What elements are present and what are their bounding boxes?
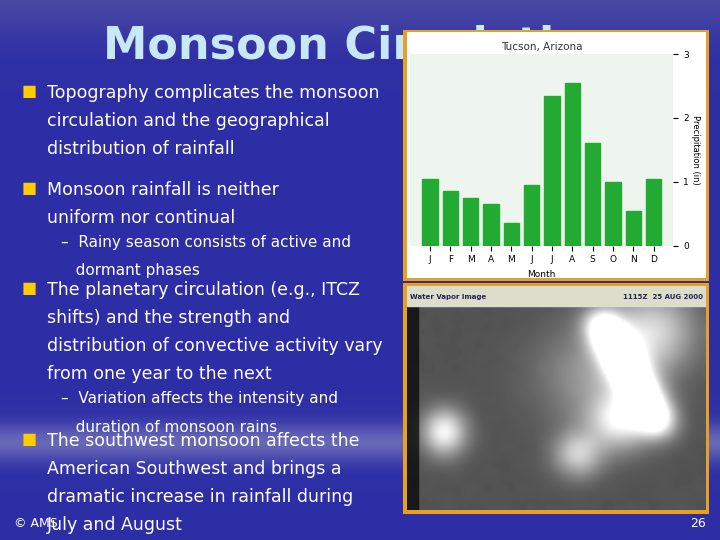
Text: Monsoon rainfall is neither: Monsoon rainfall is neither [47, 181, 279, 199]
Text: dramatic increase in rainfall during: dramatic increase in rainfall during [47, 488, 353, 506]
Text: shifts) and the strength and: shifts) and the strength and [47, 309, 290, 327]
Text: Monsoon Circulation: Monsoon Circulation [103, 24, 617, 68]
Text: © American Meteorological Society: © American Meteorological Society [500, 267, 612, 273]
Text: distribution of convective activity vary: distribution of convective activity vary [47, 337, 382, 355]
Bar [483, 204, 498, 246]
Text: ■: ■ [22, 84, 37, 99]
X-axis label: Month: Month [528, 270, 556, 279]
Text: 26: 26 [690, 517, 706, 530]
Bar [606, 182, 621, 246]
Text: –  Rainy season consists of active and: – Rainy season consists of active and [61, 235, 351, 250]
Bar [646, 179, 661, 246]
Bar [544, 96, 559, 246]
Bar [564, 83, 580, 246]
Text: dormant phases: dormant phases [61, 263, 200, 278]
Text: ■: ■ [22, 181, 37, 196]
Bar [524, 185, 539, 246]
Text: July and August: July and August [47, 516, 183, 534]
Y-axis label: Precipitation (in): Precipitation (in) [690, 115, 700, 185]
Bar [504, 224, 519, 246]
Text: from one year to the next: from one year to the next [47, 365, 271, 383]
Text: Topography complicates the monsoon: Topography complicates the monsoon [47, 84, 379, 102]
Text: 1115Z  25 AUG 2000: 1115Z 25 AUG 2000 [624, 294, 703, 300]
Bar [626, 211, 641, 246]
Bar [407, 286, 706, 306]
Text: –  Variation affects the intensity and: – Variation affects the intensity and [61, 392, 338, 407]
Bar [463, 198, 478, 246]
Text: American Southwest and brings a: American Southwest and brings a [47, 460, 341, 478]
Text: distribution of rainfall: distribution of rainfall [47, 140, 235, 158]
Bar [423, 179, 438, 246]
Title: Tucson, Arizona: Tucson, Arizona [501, 42, 582, 52]
Text: The southwest monsoon affects the: The southwest monsoon affects the [47, 432, 359, 450]
Text: The planetary circulation (e.g., ITCZ: The planetary circulation (e.g., ITCZ [47, 281, 360, 299]
Text: uniform nor continual: uniform nor continual [47, 209, 235, 227]
Bar [585, 144, 600, 246]
Text: ■: ■ [22, 281, 37, 296]
Bar [443, 191, 458, 246]
Text: Water Vapor Image: Water Vapor Image [410, 294, 486, 300]
Text: duration of monsoon rains: duration of monsoon rains [61, 420, 277, 435]
Text: ■: ■ [22, 432, 37, 447]
Text: circulation and the geographical: circulation and the geographical [47, 112, 330, 130]
Text: © AMS: © AMS [14, 517, 58, 530]
